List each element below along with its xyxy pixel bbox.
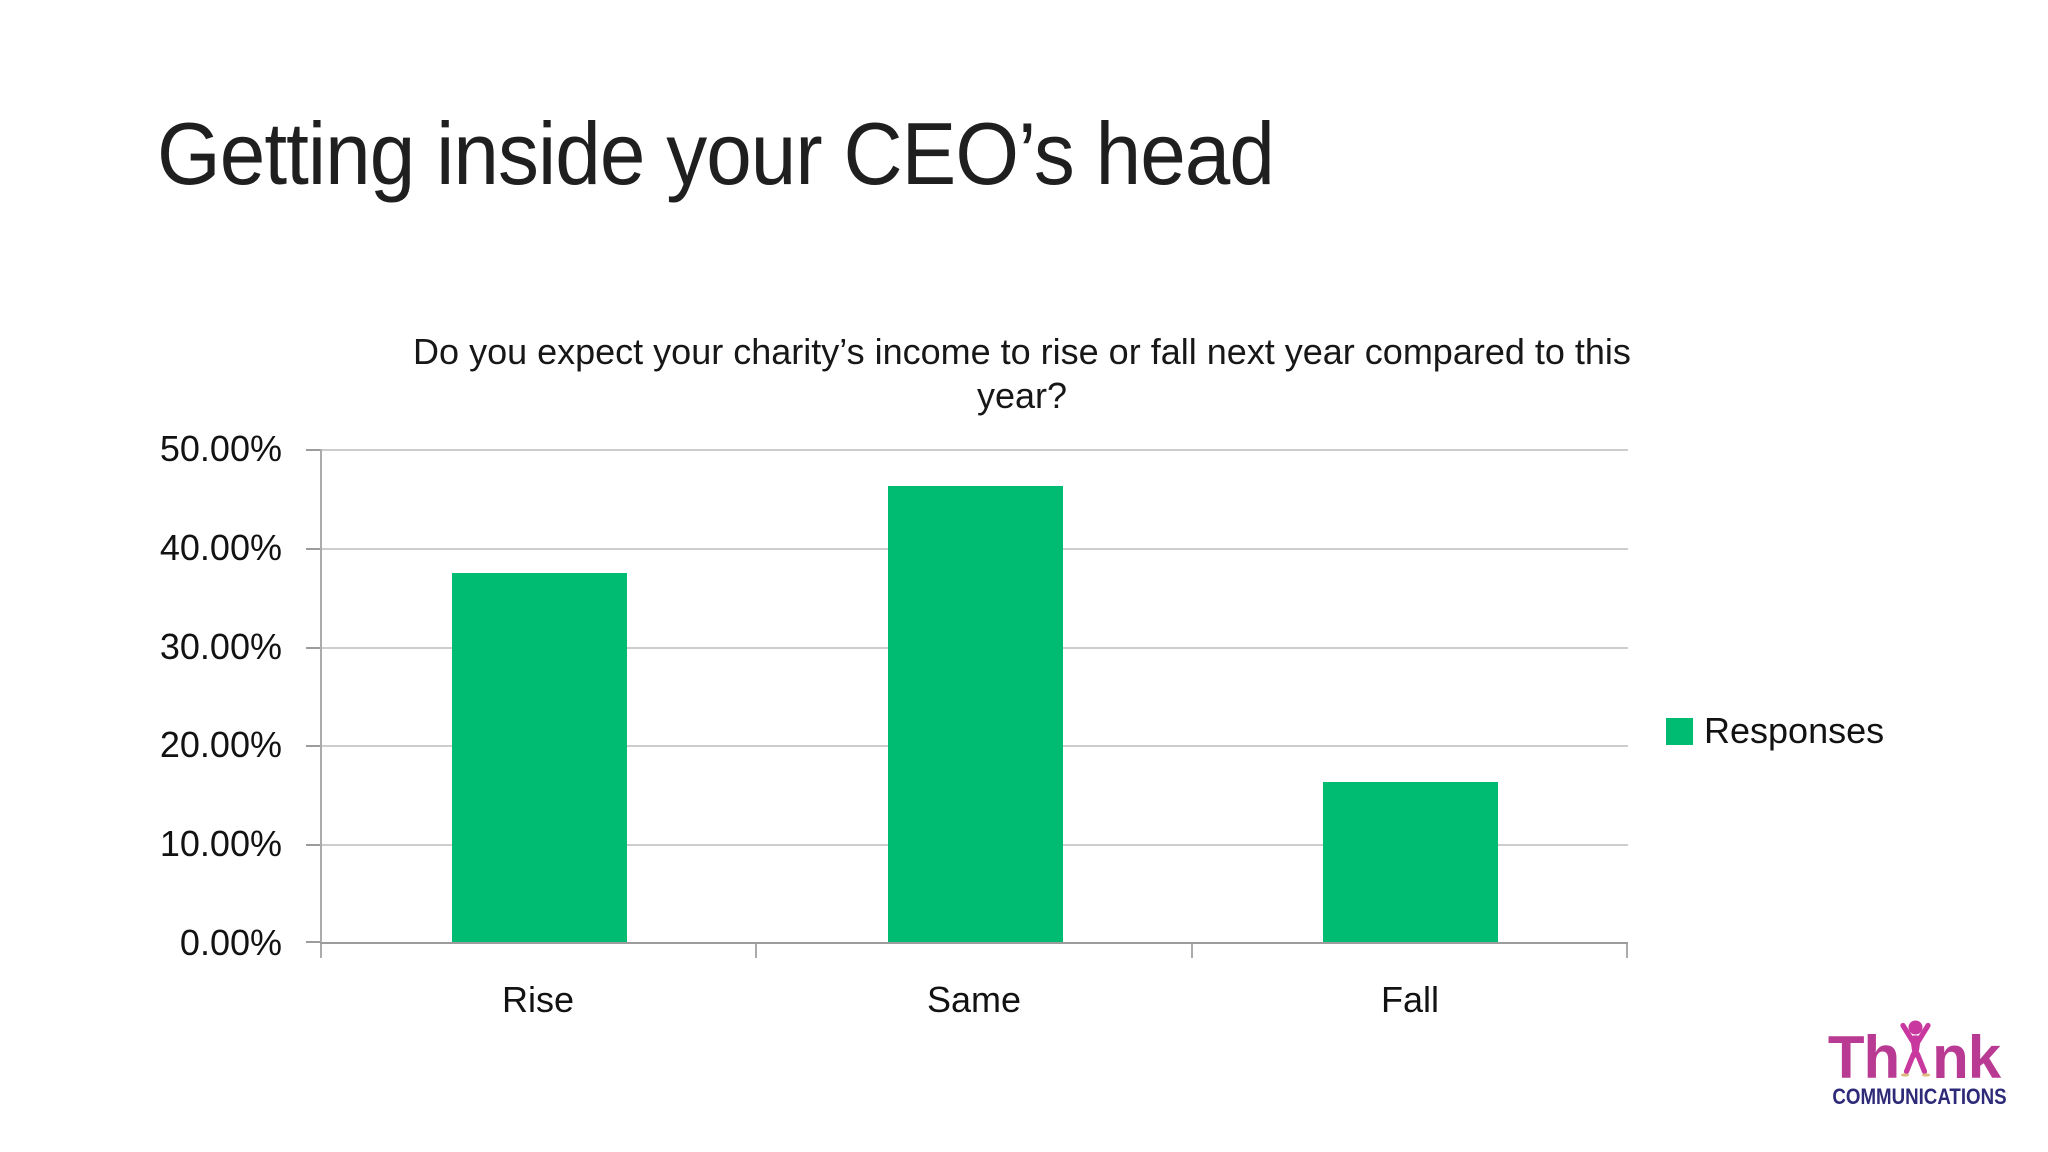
x-axis-tick bbox=[1191, 943, 1193, 958]
bar-rise bbox=[452, 572, 627, 943]
x-axis-tick bbox=[320, 943, 322, 958]
y-axis-tick bbox=[306, 449, 320, 451]
y-axis-label: 50.00% bbox=[159, 428, 282, 469]
chart-title: Do you expect your charity’s income to r… bbox=[322, 330, 1722, 418]
y-axis-label: 0.00% bbox=[179, 922, 282, 963]
x-axis-label-rise: Rise bbox=[501, 979, 575, 1020]
x-axis-label-fall: Fall bbox=[1380, 979, 1439, 1020]
y-axis-tick bbox=[306, 547, 320, 550]
y-axis-label: 10.00% bbox=[159, 823, 282, 865]
logo-brand: Th nk bbox=[1818, 1020, 2010, 1090]
logo-brand-suffix: nk bbox=[1932, 1024, 2001, 1091]
chart-title-line-2: year? bbox=[976, 375, 1068, 416]
gridline bbox=[320, 449, 1628, 451]
slide-title: Getting inside your CEO’s head bbox=[157, 104, 1275, 203]
bar-same bbox=[888, 486, 1063, 943]
logo-brand-prefix: Th bbox=[1827, 1024, 1900, 1091]
x-axis-line bbox=[320, 942, 1628, 944]
y-axis-label: 40.00% bbox=[159, 526, 282, 568]
legend-swatch-icon bbox=[1666, 717, 1693, 745]
x-axis-label-same: Same bbox=[926, 979, 1022, 1020]
y-axis-tick bbox=[306, 745, 320, 748]
chart-title-line-1: Do you expect your charity’s income to r… bbox=[413, 331, 1631, 372]
raised-arms-person-icon bbox=[1900, 1020, 1931, 1077]
chart-legend: Responses bbox=[1666, 710, 1884, 752]
bar-fall bbox=[1323, 782, 1498, 943]
y-axis-tick bbox=[306, 844, 320, 847]
y-axis-label: 20.00% bbox=[159, 724, 282, 766]
plot-area: 50.00% 40.00% 30.00% 20.00% 10.00% 0.00%… bbox=[160, 431, 1628, 1020]
think-communications-logo: Th nk COMMUNICATIONS bbox=[1818, 1020, 2010, 1110]
x-axis-tick bbox=[755, 943, 757, 958]
legend-label: Responses bbox=[1704, 710, 1885, 751]
x-axis-tick bbox=[1626, 943, 1628, 958]
y-axis-line bbox=[320, 449, 322, 943]
y-axis-tick bbox=[306, 646, 320, 649]
y-axis-tick bbox=[306, 941, 320, 943]
logo-subtitle: COMMUNICATIONS bbox=[1832, 1084, 2007, 1109]
y-axis-label: 30.00% bbox=[159, 625, 282, 667]
